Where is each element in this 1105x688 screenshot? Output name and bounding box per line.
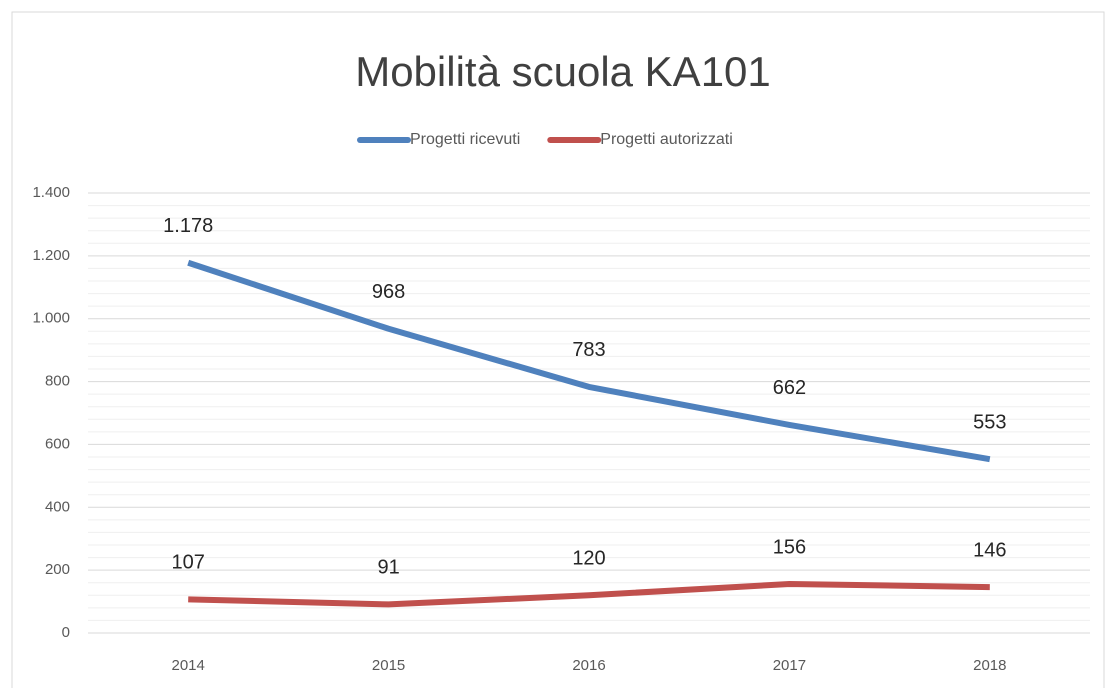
data-label: 120 xyxy=(572,548,605,570)
data-label: 968 xyxy=(372,281,405,303)
x-tick-label: 2018 xyxy=(973,657,1006,674)
y-tick-label: 1.400 xyxy=(32,184,70,201)
chart-frame xyxy=(11,11,1105,688)
y-tick-label: 600 xyxy=(45,435,70,452)
data-label: 783 xyxy=(572,339,605,361)
y-tick-label: 800 xyxy=(45,373,70,390)
series-line xyxy=(187,259,991,463)
data-label: 146 xyxy=(973,539,1006,561)
data-label: 662 xyxy=(773,377,806,399)
y-tick-label: 0 xyxy=(62,624,70,641)
x-tick-label: 2014 xyxy=(172,657,205,674)
y-tick-label: 200 xyxy=(45,561,70,578)
data-label: 156 xyxy=(773,536,806,558)
data-label: 91 xyxy=(377,557,399,579)
series-line xyxy=(188,580,990,608)
y-tick-label: 400 xyxy=(45,498,70,515)
chart-title: Mobilità scuola KA101 xyxy=(355,48,771,95)
y-tick-label: 1.200 xyxy=(32,247,70,264)
data-label: 1.178 xyxy=(163,215,213,237)
legend-label: Progetti ricevuti xyxy=(410,131,520,148)
data-label: 107 xyxy=(172,552,205,574)
y-tick-label: 1.000 xyxy=(32,310,70,327)
x-tick-label: 2016 xyxy=(572,657,605,674)
data-label: 553 xyxy=(973,411,1006,433)
x-tick-label: 2015 xyxy=(372,657,405,674)
legend-label: Progetti autorizzati xyxy=(600,131,733,148)
x-tick-label: 2017 xyxy=(773,657,806,674)
